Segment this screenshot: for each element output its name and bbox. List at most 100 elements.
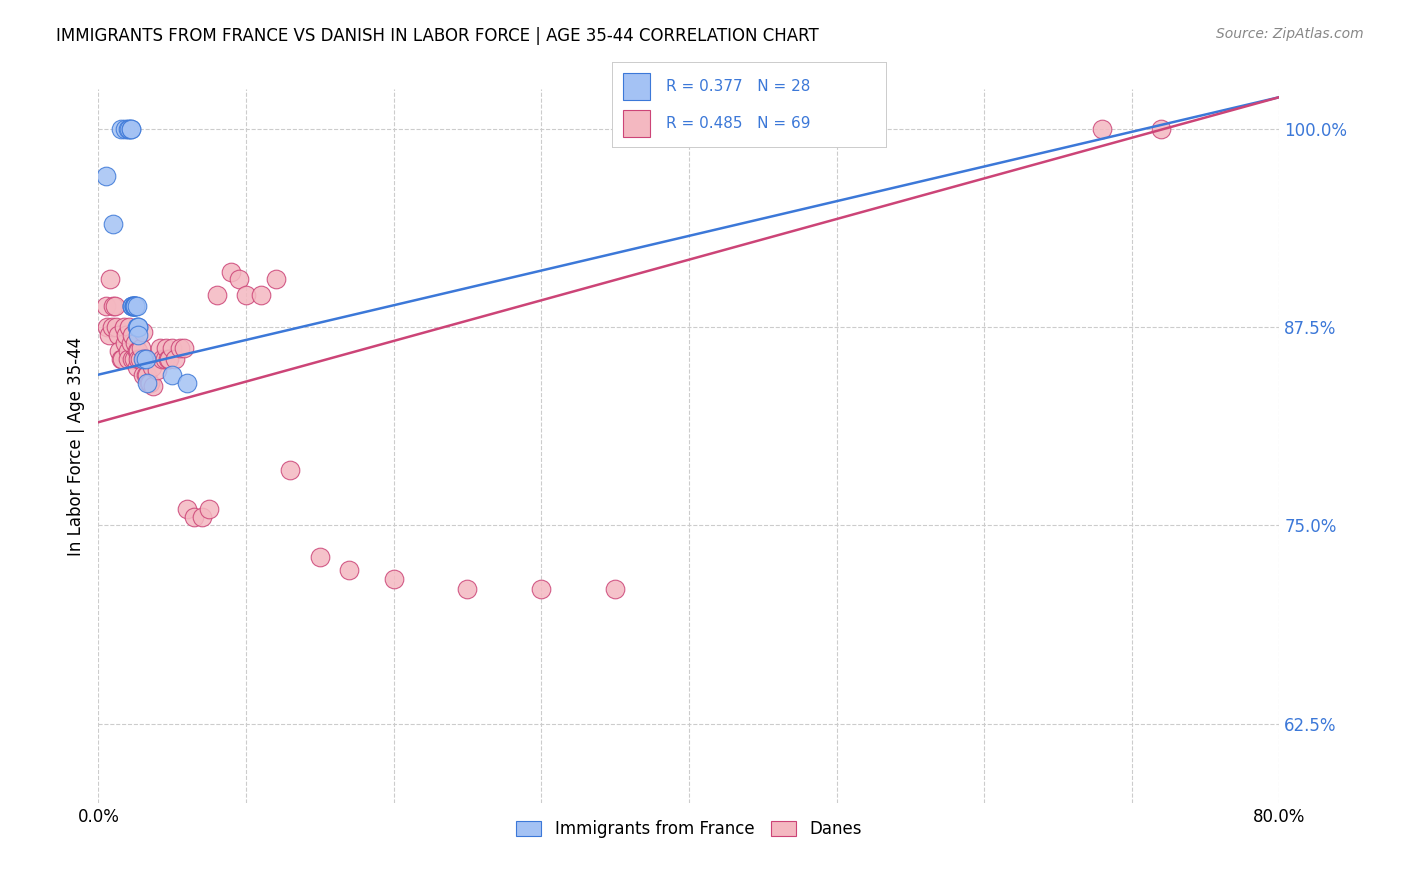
Point <box>98 272 121 286</box>
Point <box>120 335 142 350</box>
Point <box>127 343 149 358</box>
Point <box>118 320 141 334</box>
Point <box>114 335 136 350</box>
Point <box>122 300 145 314</box>
Point <box>162 368 183 382</box>
Point <box>250 288 273 302</box>
Point <box>110 351 132 366</box>
Point <box>132 351 155 366</box>
Bar <box>623 72 650 100</box>
Point <box>125 359 148 374</box>
Point <box>162 341 183 355</box>
Point <box>121 300 143 314</box>
Point <box>382 572 405 586</box>
Point <box>125 300 148 314</box>
Y-axis label: In Labor Force | Age 35-44: In Labor Force | Age 35-44 <box>66 336 84 556</box>
Point <box>146 363 169 377</box>
Point <box>228 272 250 286</box>
Point <box>191 510 214 524</box>
Legend: Immigrants from France, Danes: Immigrants from France, Danes <box>509 814 869 845</box>
Point <box>127 320 149 334</box>
Point <box>111 351 134 366</box>
Point <box>117 351 139 366</box>
Point <box>530 582 553 596</box>
Point <box>141 359 163 374</box>
Point <box>150 351 173 366</box>
Point <box>94 300 117 314</box>
Point <box>125 343 148 358</box>
Point <box>139 376 162 390</box>
Bar <box>623 110 650 137</box>
Point <box>96 320 118 334</box>
Point <box>118 121 141 136</box>
Point <box>142 378 165 392</box>
Point <box>115 328 138 343</box>
Point <box>173 341 195 355</box>
Point <box>221 264 243 278</box>
Point <box>122 351 145 366</box>
Point <box>120 121 142 136</box>
Point <box>155 341 177 355</box>
Point <box>103 217 125 231</box>
Point <box>129 341 152 355</box>
Point <box>309 549 332 564</box>
Point <box>114 121 136 136</box>
Point <box>339 563 361 577</box>
Point <box>183 510 205 524</box>
Point <box>97 328 120 343</box>
Point <box>136 368 159 382</box>
Point <box>124 335 146 350</box>
Point <box>132 368 155 382</box>
Point <box>121 300 143 314</box>
Point <box>127 328 149 343</box>
Point <box>134 351 156 366</box>
Point <box>104 300 127 314</box>
Point <box>128 351 150 366</box>
Point <box>124 300 146 314</box>
Text: R = 0.377   N = 28: R = 0.377 N = 28 <box>666 78 811 94</box>
Point <box>257 828 280 842</box>
Point <box>121 328 143 343</box>
Point <box>117 343 139 358</box>
Point <box>125 320 148 334</box>
Point <box>110 121 132 136</box>
Point <box>103 300 125 314</box>
Point <box>135 351 157 366</box>
Point <box>135 351 157 366</box>
Point <box>605 582 627 596</box>
Point <box>132 325 155 339</box>
Point <box>205 288 228 302</box>
Point <box>127 320 149 334</box>
Point <box>105 320 128 334</box>
Point <box>121 300 143 314</box>
Point <box>120 121 142 136</box>
Point <box>153 351 176 366</box>
Point <box>127 351 149 366</box>
Text: Source: ZipAtlas.com: Source: ZipAtlas.com <box>1216 27 1364 41</box>
Point <box>121 351 143 366</box>
Point <box>280 463 302 477</box>
Point <box>169 341 191 355</box>
Point <box>107 328 129 343</box>
Point <box>108 343 131 358</box>
Point <box>1091 121 1114 136</box>
Point <box>122 300 145 314</box>
Point <box>117 121 139 136</box>
Point <box>124 300 146 314</box>
Point <box>149 341 172 355</box>
Point <box>176 376 198 390</box>
Point <box>94 169 117 184</box>
Point <box>100 320 122 334</box>
Text: R = 0.485   N = 69: R = 0.485 N = 69 <box>666 116 811 131</box>
Point <box>138 376 160 390</box>
Point <box>157 351 180 366</box>
Point <box>156 351 179 366</box>
Point <box>135 368 157 382</box>
Point <box>264 272 287 286</box>
Point <box>122 300 145 314</box>
Point <box>1150 121 1173 136</box>
Point <box>112 320 135 334</box>
Point <box>235 288 257 302</box>
Point <box>198 502 221 516</box>
Point <box>176 502 198 516</box>
